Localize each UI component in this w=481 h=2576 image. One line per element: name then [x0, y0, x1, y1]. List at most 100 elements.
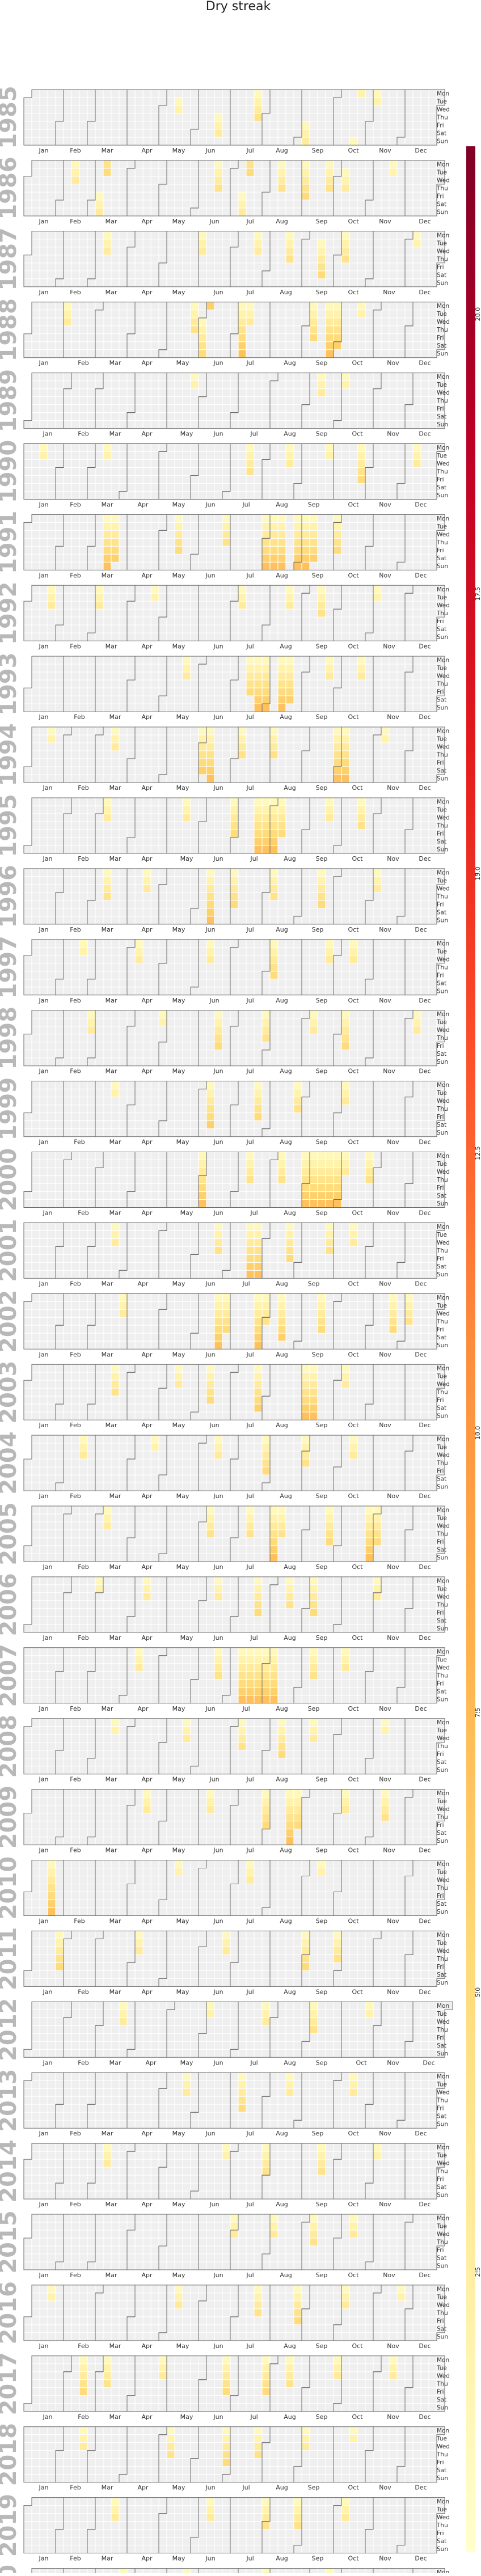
day-cell	[238, 160, 247, 169]
day-cell	[158, 443, 167, 452]
day-cell	[412, 255, 421, 264]
dry-day-cell	[341, 176, 350, 185]
day-cell	[293, 805, 302, 814]
day-cell	[103, 200, 112, 209]
day-cell	[412, 695, 421, 704]
day-cell	[39, 821, 48, 830]
month-label: Feb	[78, 784, 88, 792]
day-cell	[174, 168, 183, 177]
month-label: Mar	[102, 572, 113, 579]
day-cell	[293, 278, 302, 287]
day-cell	[182, 530, 191, 539]
dry-day-cell	[285, 231, 294, 240]
day-cell	[404, 805, 414, 814]
day-cell	[365, 396, 374, 405]
day-cell	[55, 671, 64, 680]
dry-day-cell	[261, 530, 271, 539]
chart-title: Dry streak	[206, 0, 271, 14]
day-cell	[389, 593, 398, 602]
day-cell	[246, 616, 255, 625]
day-cell	[150, 687, 159, 696]
day-cell	[301, 200, 310, 209]
day-cell	[55, 742, 64, 751]
day-cell	[31, 318, 40, 327]
dry-day-cell	[285, 255, 294, 264]
day-cell	[404, 231, 414, 240]
day-cell	[166, 876, 175, 885]
month-label: Aug	[276, 218, 288, 225]
day-cell	[396, 616, 406, 625]
day-cell	[254, 208, 263, 217]
day-cell	[39, 900, 48, 909]
day-cell	[412, 663, 421, 672]
day-cell	[79, 192, 88, 201]
day-cell	[87, 600, 96, 610]
dry-day-cell	[341, 168, 350, 177]
day-cell	[309, 837, 318, 846]
day-cell	[182, 105, 191, 114]
day-cell	[412, 679, 421, 688]
day-cell	[349, 608, 358, 617]
day-cell	[87, 624, 96, 633]
day-cell	[238, 766, 247, 775]
day-cell	[182, 373, 191, 382]
day-cell	[293, 892, 302, 901]
dry-day-cell	[357, 443, 366, 452]
dry-day-cell	[150, 593, 159, 602]
day-cell	[150, 829, 159, 838]
day-cell	[349, 121, 358, 130]
dry-day-cell	[246, 443, 255, 452]
day-cell	[246, 837, 255, 846]
day-cell	[317, 302, 326, 311]
day-cell	[365, 310, 374, 319]
day-cell	[31, 200, 40, 209]
day-cell	[396, 129, 406, 138]
day-cell	[238, 608, 247, 617]
day-cell	[261, 160, 271, 169]
dry-day-cell	[293, 522, 302, 531]
day-cell	[87, 176, 96, 185]
day-cell	[47, 255, 56, 264]
day-cell	[349, 396, 358, 405]
day-cell	[126, 105, 136, 114]
day-cell	[412, 396, 421, 405]
day-cell	[166, 318, 175, 327]
day-cell	[381, 420, 390, 429]
day-cell	[206, 176, 215, 185]
day-cell	[142, 837, 151, 846]
day-cell	[55, 829, 64, 838]
dry-day-cell	[389, 160, 398, 169]
day-cell	[277, 451, 286, 460]
day-cell	[254, 585, 263, 594]
day-cell	[71, 302, 80, 311]
weekday-label: Tue	[436, 523, 447, 530]
day-cell	[150, 483, 159, 492]
day-cell	[23, 892, 32, 901]
month-label: Jul	[250, 855, 258, 862]
day-cell	[269, 663, 279, 672]
day-cell	[150, 766, 159, 775]
day-cell	[95, 247, 104, 256]
day-cell	[126, 845, 136, 854]
day-cell	[174, 939, 183, 948]
day-cell	[63, 396, 72, 405]
day-cell	[126, 892, 136, 901]
day-cell	[198, 483, 207, 492]
year-panel: Jan Feb Mar Apr May Jun Jul Aug Sep Oct Nov Dec1997…	[0, 936, 450, 1004]
day-cell	[134, 97, 144, 106]
day-cell	[230, 270, 239, 280]
day-cell	[198, 916, 207, 925]
day-cell	[412, 813, 421, 822]
day-cell	[261, 624, 271, 633]
day-cell	[301, 608, 310, 617]
dry-day-cell	[206, 750, 215, 759]
dry-day-cell	[254, 231, 263, 240]
day-cell	[166, 726, 175, 735]
day-cell	[325, 908, 334, 917]
day-cell	[293, 774, 302, 783]
day-cell	[389, 514, 398, 523]
day-cell	[126, 522, 136, 531]
day-cell	[111, 420, 120, 429]
dry-day-cell	[269, 868, 279, 877]
day-cell	[341, 845, 350, 854]
